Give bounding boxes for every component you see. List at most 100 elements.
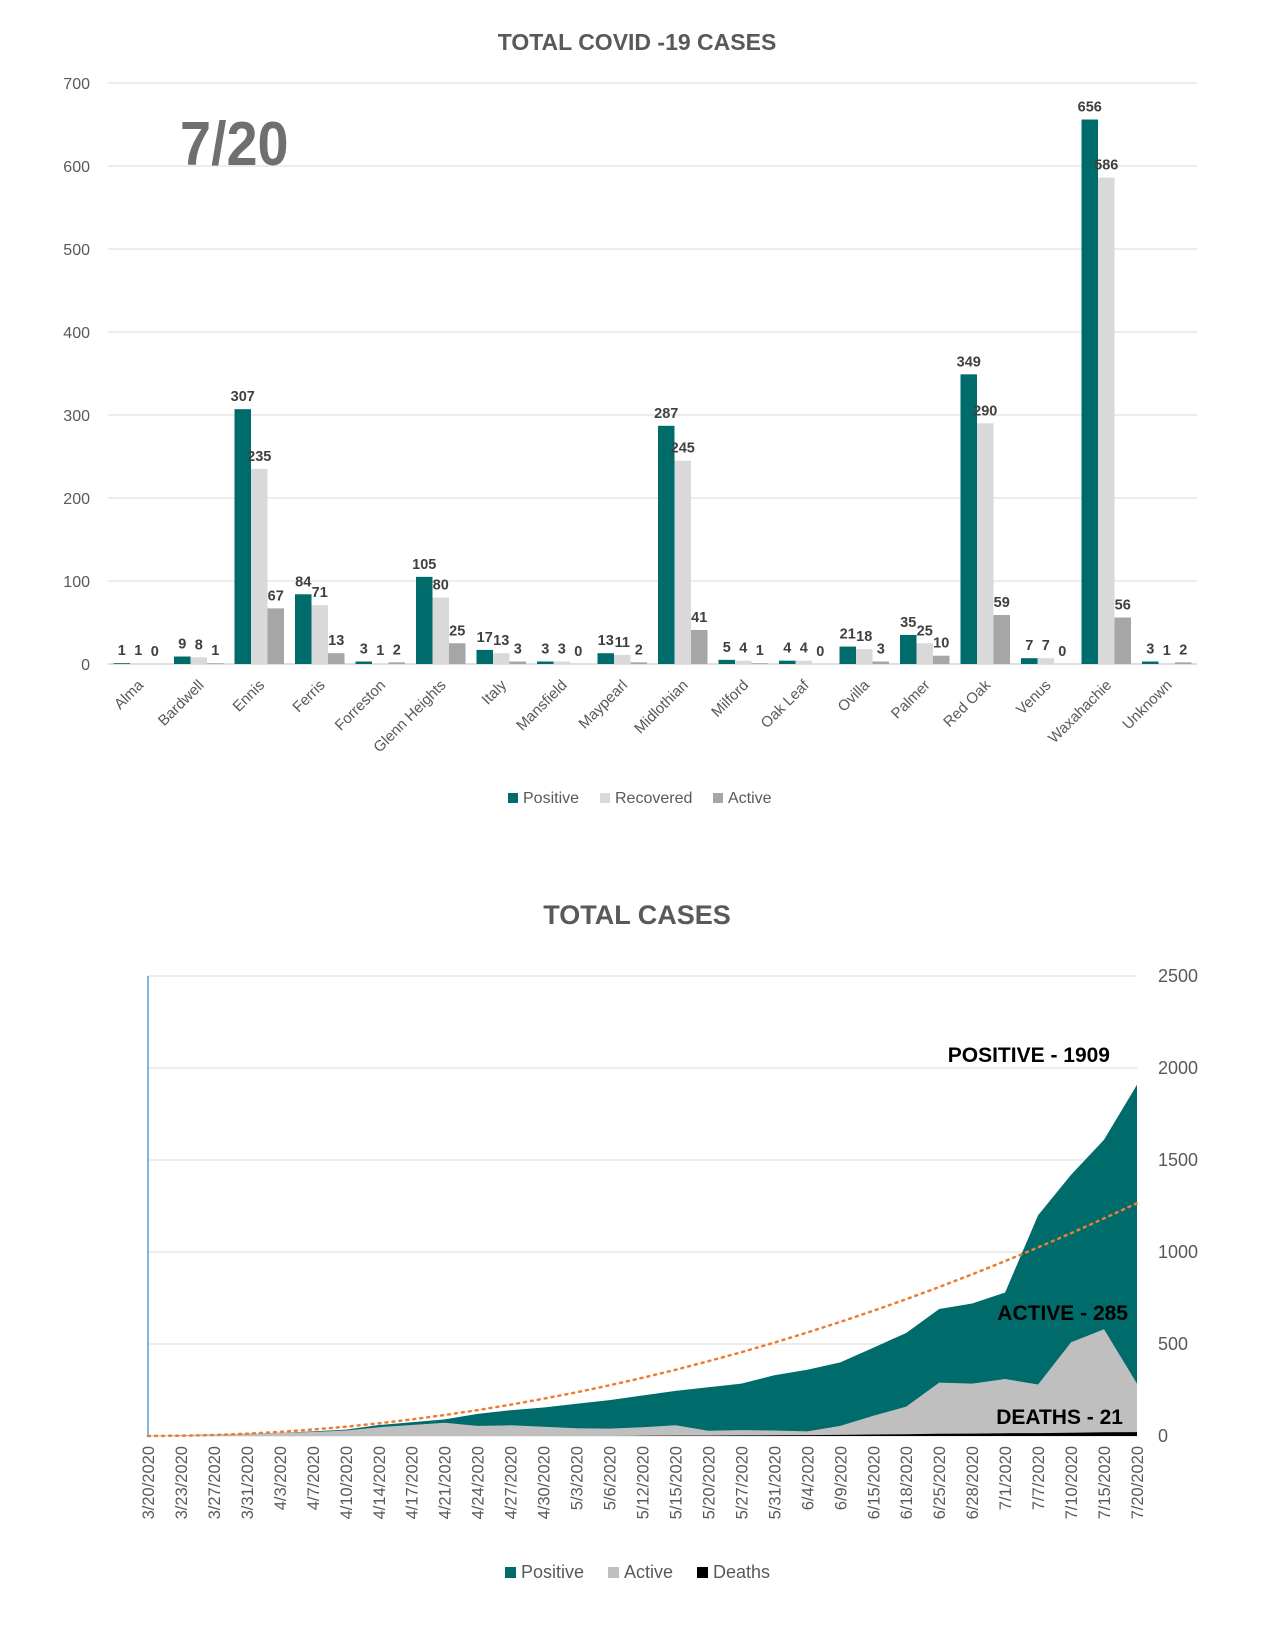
- data-label-positive: 3: [541, 642, 549, 658]
- x-tick-label: 3/20/2020: [140, 1446, 158, 1519]
- data-label-recovered: 8: [195, 637, 203, 653]
- data-label-positive: 3: [1146, 642, 1154, 658]
- data-label-recovered: 4: [800, 641, 808, 657]
- bar-recovered: [856, 649, 873, 664]
- bar-chart-title: TOTAL COVID -19 CASES: [498, 29, 777, 55]
- x-tick-label: Forreston: [332, 677, 389, 734]
- x-tick-label: 4/3/2020: [272, 1446, 290, 1510]
- y-tick-label: 600: [63, 159, 90, 176]
- x-tick-label: Maypearl: [575, 677, 631, 733]
- x-tick-label: Unknown: [1119, 677, 1175, 733]
- x-tick-label: 5/27/2020: [733, 1446, 751, 1519]
- data-label-positive: 349: [957, 354, 981, 370]
- x-tick-label: 4/27/2020: [503, 1446, 521, 1519]
- bar-active: [267, 608, 284, 664]
- data-label-recovered: 586: [1094, 158, 1118, 174]
- bar-positive: [1081, 119, 1098, 664]
- y-tick-label: 300: [63, 408, 90, 425]
- data-label-recovered: 7: [1042, 638, 1050, 654]
- data-label-active: 25: [449, 623, 465, 639]
- bar-active: [509, 661, 526, 664]
- x-tick-label: 5/15/2020: [667, 1446, 685, 1519]
- bar-active: [691, 629, 708, 664]
- y-tick-label: 500: [63, 242, 90, 259]
- data-label-active: 2: [1179, 642, 1187, 658]
- x-tick-label: 4/14/2020: [371, 1446, 389, 1519]
- y-tick-label: 200: [63, 491, 90, 508]
- legend-label-recovered: Recovered: [615, 790, 692, 807]
- legend-label-deaths: Deaths: [713, 1562, 770, 1582]
- bar-recovered: [614, 654, 631, 664]
- data-label-positive: 307: [231, 389, 255, 405]
- x-tick-label: 4/17/2020: [404, 1446, 422, 1519]
- x-tick-label: Midlothian: [631, 677, 691, 737]
- data-label-recovered: 13: [493, 633, 509, 649]
- data-label-active: 1: [756, 643, 764, 659]
- data-label-positive: 84: [295, 574, 311, 590]
- data-label-recovered: 1: [134, 643, 142, 659]
- x-tick-label: 6/18/2020: [898, 1446, 916, 1519]
- bar-chart-cases-by-city: TOTAL COVID -19 CASES 7/20 0100200300400…: [63, 29, 1197, 807]
- data-label-positive: 17: [477, 630, 493, 646]
- area-chart-legend: Positive Active Deaths: [505, 1562, 770, 1582]
- data-label-recovered: 235: [247, 449, 271, 465]
- bar-recovered: [372, 663, 389, 664]
- bar-active: [1114, 617, 1131, 664]
- x-tick-label: Red Oak: [940, 676, 994, 730]
- area-deaths: [148, 1432, 1137, 1436]
- data-label-active: 2: [635, 642, 643, 658]
- data-label-active: 0: [151, 644, 159, 660]
- x-tick-label: 4/30/2020: [536, 1446, 554, 1519]
- bar-recovered: [735, 660, 752, 664]
- x-tick-label: 3/23/2020: [173, 1446, 191, 1519]
- bar-positive: [416, 576, 433, 664]
- x-tick-label: 7/1/2020: [997, 1446, 1015, 1510]
- data-label-recovered: 4: [739, 641, 747, 657]
- bar-active: [933, 655, 950, 664]
- x-tick-label: 3/27/2020: [206, 1446, 224, 1519]
- bar-recovered: [1098, 177, 1115, 664]
- x-tick-label: Venus: [1013, 677, 1055, 719]
- x-tick-label: 5/20/2020: [700, 1446, 718, 1519]
- x-tick-label: Ennis: [230, 677, 269, 716]
- legend-label-active: Active: [624, 1562, 673, 1582]
- data-label-recovered: 25: [917, 623, 933, 639]
- bar-recovered: [311, 605, 328, 664]
- bar-positive: [658, 425, 675, 664]
- bar-recovered: [432, 597, 449, 664]
- legend-swatch-active: [608, 1567, 619, 1578]
- bar-recovered: [130, 663, 147, 664]
- y-tick-label: 400: [63, 325, 90, 342]
- x-tick-label: Ovilla: [835, 676, 874, 715]
- data-label-recovered: 290: [973, 403, 997, 419]
- area-chart-title: TOTAL CASES: [543, 900, 731, 930]
- bar-positive: [537, 661, 554, 664]
- bar-positive: [1142, 661, 1159, 664]
- x-tick-label: 7/20/2020: [1129, 1446, 1147, 1519]
- x-tick-label: Alma: [111, 676, 148, 713]
- y-tick-label: 0: [81, 657, 90, 674]
- data-label-active: 0: [1058, 644, 1066, 660]
- x-tick-label: 6/15/2020: [865, 1446, 883, 1519]
- legend-label-active: Active: [728, 790, 772, 807]
- legend-label-positive: Positive: [521, 1562, 584, 1582]
- y-tick-label: 2000: [1158, 1058, 1198, 1078]
- x-tick-label: 7/15/2020: [1096, 1446, 1114, 1519]
- x-tick-label: 6/9/2020: [832, 1446, 850, 1510]
- bar-active: [1175, 662, 1192, 664]
- data-label-positive: 7: [1025, 638, 1033, 654]
- data-label-active: 56: [1115, 598, 1131, 614]
- data-label-recovered: 18: [856, 629, 872, 645]
- bar-active: [328, 653, 345, 664]
- y-tick-label: 700: [63, 76, 90, 93]
- bar-positive: [174, 656, 191, 664]
- data-label-positive: 13: [598, 633, 614, 649]
- data-label-recovered: 3: [558, 642, 566, 658]
- data-label-active: 1: [211, 643, 219, 659]
- x-tick-label: 4/7/2020: [305, 1446, 323, 1510]
- data-label-positive: 4: [783, 641, 791, 657]
- legend-swatch-deaths: [697, 1567, 708, 1578]
- bar-recovered: [795, 660, 812, 664]
- x-tick-label: Mansfield: [513, 677, 570, 734]
- data-label-active: 10: [933, 636, 949, 652]
